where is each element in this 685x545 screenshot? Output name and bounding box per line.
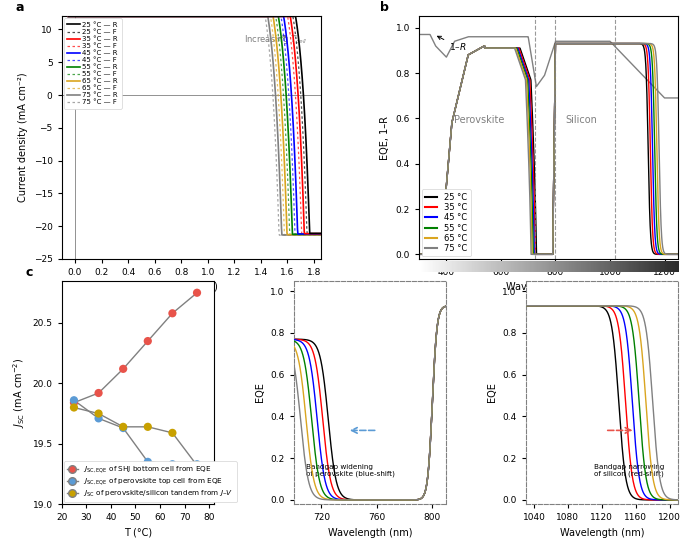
Text: Perovskite: Perovskite xyxy=(454,115,504,125)
Text: 1–$R$: 1–$R$ xyxy=(438,37,466,52)
Point xyxy=(142,422,153,431)
Point xyxy=(118,423,129,432)
Y-axis label: EQE: EQE xyxy=(255,383,264,402)
Text: Bandgap narrowing
of silicon (red-shift): Bandgap narrowing of silicon (red-shift) xyxy=(594,464,664,477)
X-axis label: Voltage (V): Voltage (V) xyxy=(164,282,218,293)
Text: c: c xyxy=(25,266,32,279)
X-axis label: Wavelength (nm): Wavelength (nm) xyxy=(560,528,644,538)
Point xyxy=(167,309,178,318)
Point xyxy=(68,403,79,412)
Point xyxy=(167,460,178,469)
Point xyxy=(68,396,79,404)
Y-axis label: Current density (mA cm⁻²): Current density (mA cm⁻²) xyxy=(18,73,28,202)
X-axis label: Wavelength (nm): Wavelength (nm) xyxy=(327,528,412,538)
Point xyxy=(68,398,79,407)
Point xyxy=(142,337,153,346)
Point xyxy=(93,414,104,423)
X-axis label: Wavelength (nm): Wavelength (nm) xyxy=(506,282,591,293)
Y-axis label: EQE: EQE xyxy=(486,383,497,402)
Point xyxy=(167,428,178,437)
Point xyxy=(192,288,203,297)
Point xyxy=(118,365,129,373)
Text: Bandgap widening
of perovskite (blue-shift): Bandgap widening of perovskite (blue-shi… xyxy=(306,464,395,477)
Y-axis label: EQE, 1–R: EQE, 1–R xyxy=(380,116,390,160)
Point xyxy=(93,409,104,418)
Point xyxy=(142,457,153,466)
Legend: 25 °C — R, 25 °C — F, 35 °C — R, 35 °C — F, 45 °C — R, 45 °C — F, 55 °C — R, 55 : 25 °C — R, 25 °C — F, 35 °C — R, 35 °C —… xyxy=(64,19,121,109)
Point xyxy=(192,461,203,470)
Point xyxy=(93,389,104,397)
Y-axis label: $J_{\rm SC}$ (mA cm$^{-2}$): $J_{\rm SC}$ (mA cm$^{-2}$) xyxy=(11,358,27,427)
Text: b: b xyxy=(380,2,389,15)
Text: Increasing $T_{cell}$: Increasing $T_{cell}$ xyxy=(244,33,307,46)
Legend: 25 °C, 35 °C, 45 °C, 55 °C, 65 °C, 75 °C: 25 °C, 35 °C, 45 °C, 55 °C, 65 °C, 75 °C xyxy=(421,190,471,256)
Legend: $J_{\rm SC,EQE}$ of SHJ bottom cell from EQE, $J_{\rm SC,EQE}$ of perovskite top: $J_{\rm SC,EQE}$ of SHJ bottom cell from… xyxy=(64,462,236,502)
Point xyxy=(118,422,129,431)
Text: a: a xyxy=(15,2,23,15)
Text: Silicon: Silicon xyxy=(565,115,597,125)
X-axis label: T (°C): T (°C) xyxy=(124,528,152,538)
Point xyxy=(192,460,203,469)
